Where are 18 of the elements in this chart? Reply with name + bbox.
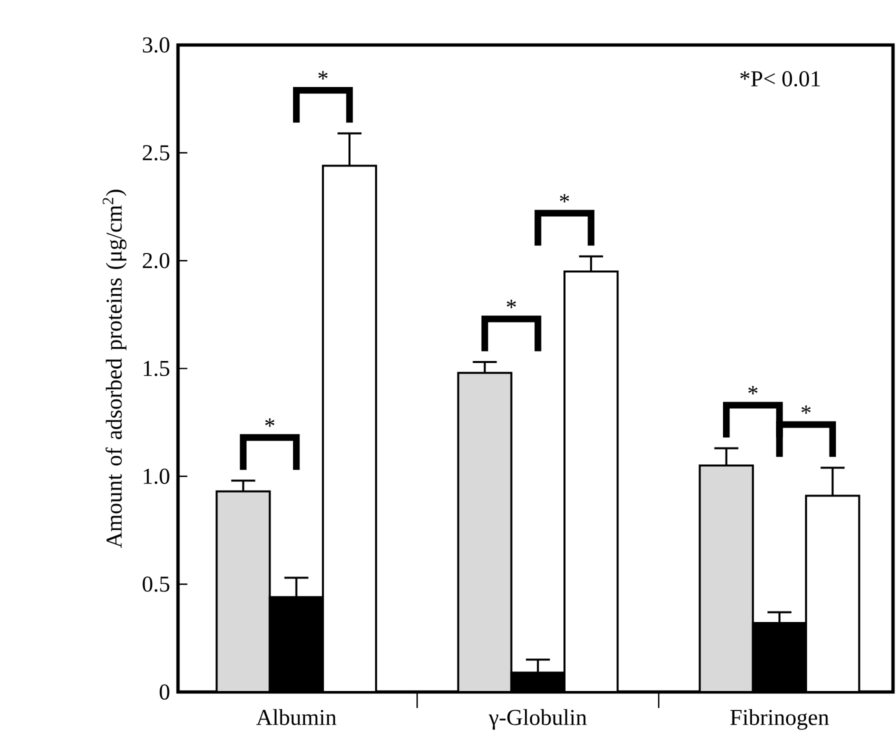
y-tick-label: 1.5	[144, 360, 170, 376]
annotation: *	[560, 194, 570, 202]
x-tick-label: Fibrinogen	[730, 709, 829, 730]
annotation: *P< 0.01	[740, 71, 820, 87]
y-tick-label: 3.0	[142, 37, 170, 53]
y-tick-label: 2.5	[142, 145, 170, 160]
annotation: *	[801, 405, 811, 414]
y-tick-label: 0	[160, 684, 170, 700]
annotation: *	[506, 300, 516, 308]
y-tick-label: 2.0	[142, 252, 170, 268]
annotation: *	[748, 386, 758, 394]
x-tick-label: Albumin	[256, 709, 336, 726]
y-tick-label: 1.0	[144, 468, 170, 484]
annotation: *	[265, 418, 274, 427]
annotation: *	[318, 71, 328, 80]
y-axis-title: Amount of adsorbed proteins (μg/cm$^{2}$)	[102, 190, 126, 548]
y-tick-label: 0.5	[142, 576, 170, 592]
x-tick-label: γ-Globulin	[488, 709, 587, 730]
